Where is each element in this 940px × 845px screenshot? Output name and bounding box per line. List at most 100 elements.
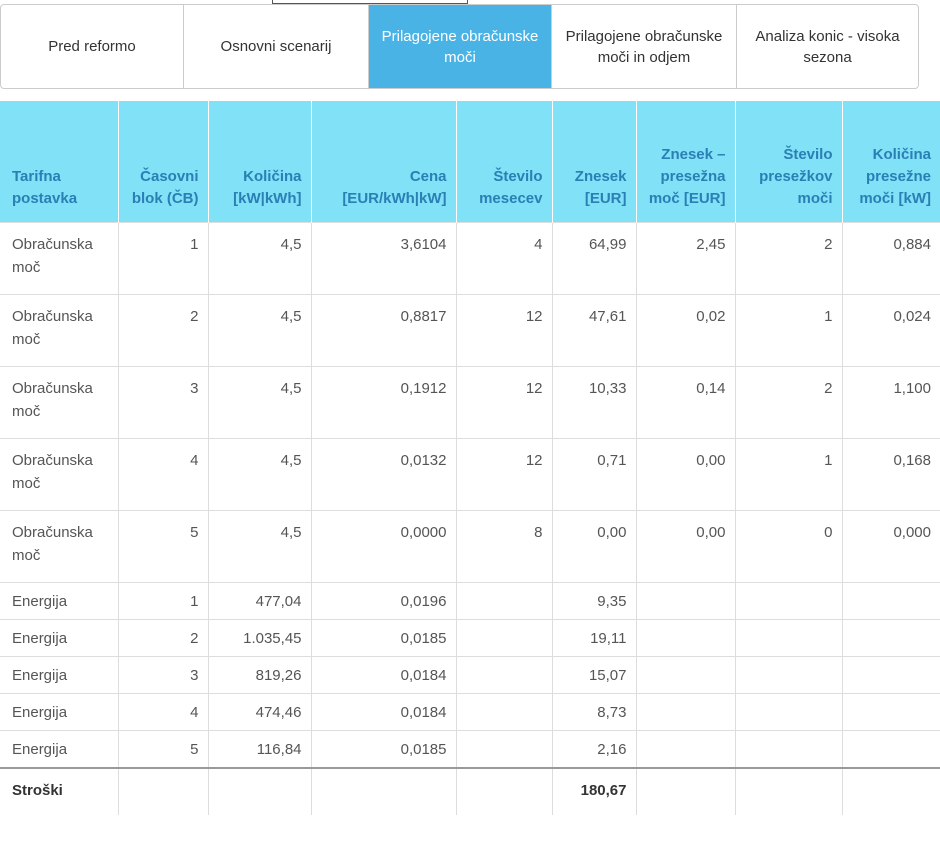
table-cell: 0,0185 <box>310 730 456 768</box>
table-cell: 4 <box>117 438 208 511</box>
table-cell: Energija <box>0 656 118 694</box>
table-cell: 8 <box>455 510 552 583</box>
table-cell: 0,8817 <box>310 294 456 367</box>
table-cell: 3,6104 <box>310 222 456 295</box>
column-header: Količina presežne moči [kW] <box>841 101 940 223</box>
table-cell <box>635 619 735 657</box>
table-cell: 0,884 <box>841 222 940 295</box>
tab[interactable]: Prilagojene obračunske moči <box>369 5 552 88</box>
table-cell: 4,5 <box>207 222 311 295</box>
table-row: Energija 5 116,84 0,0185 2,16 <box>0 730 940 768</box>
table-cell: 0,0185 <box>310 619 456 657</box>
table-cell: 5 <box>117 510 208 583</box>
table-cell: 819,26 <box>207 656 311 694</box>
table-cell: Obračunska moč <box>0 366 118 439</box>
table-cell <box>841 656 940 694</box>
table-cell: 2 <box>117 294 208 367</box>
table-cell: 0,71 <box>551 438 636 511</box>
table-cell <box>455 582 552 620</box>
table-cell: 0,168 <box>841 438 940 511</box>
column-header: Cena [EUR/kWh|kW] <box>310 101 456 223</box>
table-row: Energija 4 474,46 0,0184 8,73 <box>0 693 940 731</box>
table-cell <box>841 582 940 620</box>
table-cell: 9,35 <box>551 582 636 620</box>
table-cell <box>635 767 735 815</box>
table-cell <box>841 767 940 815</box>
table-cell: 0,0132 <box>310 438 456 511</box>
table-cell: 10,33 <box>551 366 636 439</box>
table-cell <box>455 619 552 657</box>
tab-bar: Pred reformo Osnovni scenarij Prilagojene … <box>0 4 919 89</box>
table-cell <box>734 656 842 694</box>
table-cell: 47,61 <box>551 294 636 367</box>
table-cell <box>207 767 311 815</box>
table-body: Obračunska moč 1 4,5 3,6104 4 64,99 2,45 2 0,884… <box>0 222 940 815</box>
tab[interactable]: Prilagojene obračunske moči in odjem <box>552 5 737 88</box>
table-cell: 0,00 <box>635 438 735 511</box>
table-cell <box>310 767 456 815</box>
table-cell <box>841 619 940 657</box>
table-cell: 12 <box>455 438 552 511</box>
table-cell: 0,000 <box>841 510 940 583</box>
table-cell: 0,0184 <box>310 656 456 694</box>
table-cell: 4,5 <box>207 294 311 367</box>
table-cell <box>455 730 552 768</box>
table-cell: Energija <box>0 693 118 731</box>
table-cell: 4,5 <box>207 510 311 583</box>
table-cell: 3 <box>117 656 208 694</box>
table-cell: Obračunska moč <box>0 510 118 583</box>
tab[interactable]: Analiza konic - visoka sezona <box>755 27 900 66</box>
table-cell: 1 <box>117 222 208 295</box>
table-cell <box>455 767 552 815</box>
table-cell <box>841 693 940 731</box>
table-cell: 180,67 <box>551 767 636 815</box>
table-cell: 0,1912 <box>310 366 456 439</box>
table-cell <box>734 693 842 731</box>
table-cell: 4 <box>455 222 552 295</box>
table-row: Energija 1 477,04 0,0196 9,35 <box>0 582 940 620</box>
table-cell: 1 <box>734 294 842 367</box>
tab[interactable]: Pred reformo <box>1 5 184 88</box>
table-cell: 2,16 <box>551 730 636 768</box>
column-header: Število presežkov moči <box>734 101 842 223</box>
table-cell: 1 <box>117 582 208 620</box>
table-cell: 0,0000 <box>310 510 456 583</box>
table-cell <box>734 619 842 657</box>
table-row: Obračunska moč 5 4,5 0,0000 8 0,00 0,00 0 0,000 <box>0 510 940 583</box>
table-cell: Obračunska moč <box>0 438 118 511</box>
table-cell: 0,02 <box>635 294 735 367</box>
table-cell: 1.035,45 <box>207 619 311 657</box>
column-header: Znesek [EUR] <box>551 101 636 223</box>
table-cell: 2 <box>734 222 842 295</box>
table-row: Obračunska moč 4 4,5 0,0132 12 0,71 0,00 1 0,168 <box>0 438 940 511</box>
table-cell: 0,14 <box>635 366 735 439</box>
table-cell: 116,84 <box>207 730 311 768</box>
table-cell: Stroški <box>0 767 118 815</box>
table-cell: Energija <box>0 619 118 657</box>
border-fragment <box>272 0 468 4</box>
table-row: Energija 3 819,26 0,0184 15,07 <box>0 656 940 694</box>
table-cell: 12 <box>455 294 552 367</box>
tab[interactable]: Osnovni scenarij <box>184 5 369 88</box>
table-cell: 15,07 <box>551 656 636 694</box>
header-row: Tarifna postavka Časovni blok (ČB) Količin… <box>0 101 940 223</box>
table-cell: 0,00 <box>551 510 636 583</box>
table-row: Stroški 180,67 <box>0 767 940 815</box>
table-row: Obračunska moč 2 4,5 0,8817 12 47,61 0,02 1 0,02… <box>0 294 940 367</box>
table-cell: 3 <box>117 366 208 439</box>
table-cell <box>455 693 552 731</box>
table-cell <box>734 767 842 815</box>
table-cell <box>841 730 940 768</box>
table-cell: Energija <box>0 730 118 768</box>
table-cell <box>734 730 842 768</box>
table-row: Obračunska moč 1 4,5 3,6104 4 64,99 2,45 2 0,884 <box>0 222 940 295</box>
table-cell <box>635 693 735 731</box>
table-cell: 64,99 <box>551 222 636 295</box>
table-cell <box>635 582 735 620</box>
table-cell: 8,73 <box>551 693 636 731</box>
table-cell: 2 <box>117 619 208 657</box>
table-cell: Obračunska moč <box>0 222 118 295</box>
column-header: Znesek – presežna moč [EUR] <box>635 101 735 223</box>
column-header: Tarifna postavka <box>0 101 118 223</box>
